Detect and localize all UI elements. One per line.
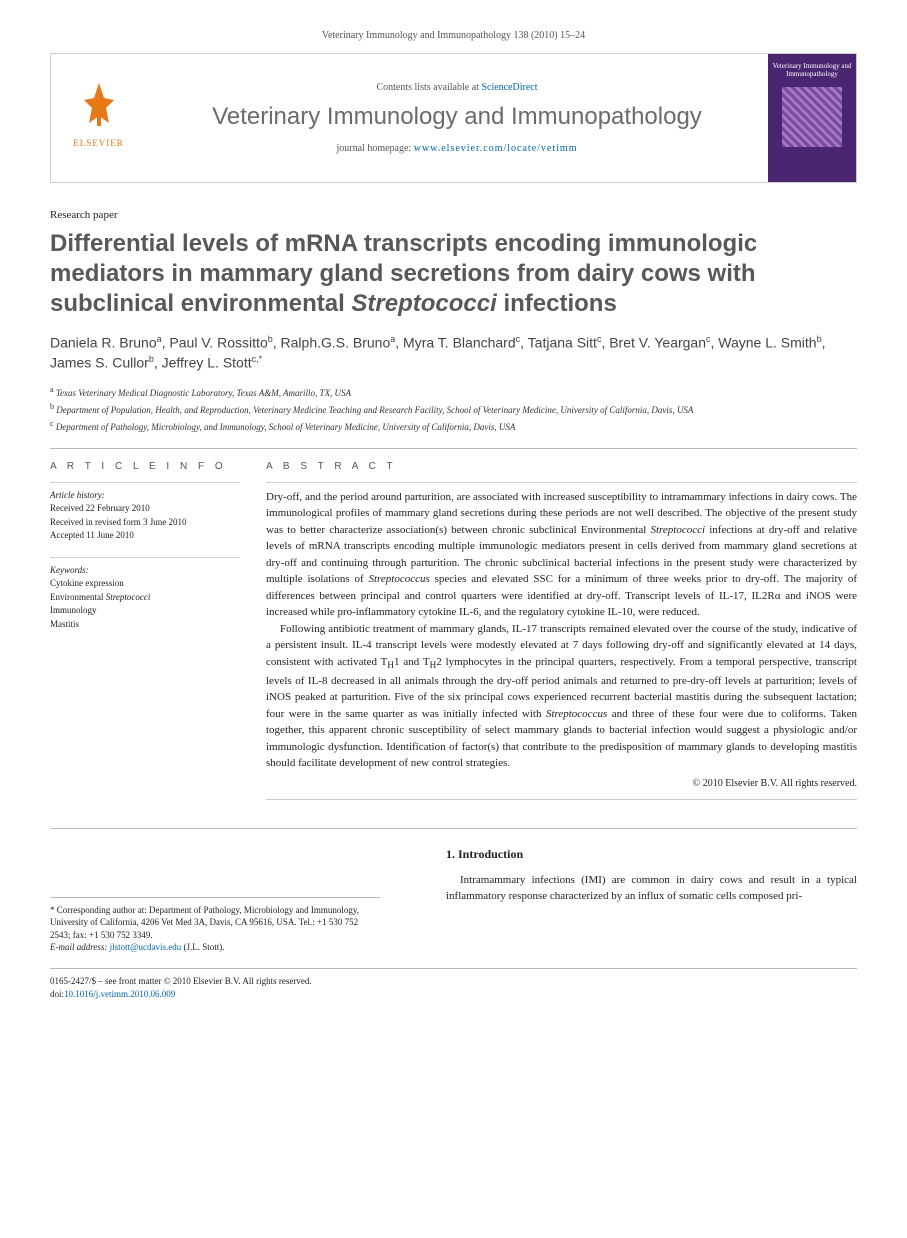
article-title: Differential levels of mRNA transcripts … [50,229,857,319]
keyword-item: Mastitis [50,618,240,632]
contents-prefix: Contents lists available at [376,82,481,93]
keywords-block: Keywords: Cytokine expressionEnvironment… [50,564,240,632]
intro-left-col: * Corresponding author at: Department of… [50,847,420,954]
header-citation: Veterinary Immunology and Immunopatholog… [50,30,857,41]
history-label: Article history: [50,489,240,503]
copyright: © 2010 Elsevier B.V. All rights reserved… [266,778,857,789]
article-info-col: A R T I C L E I N F O Article history: R… [50,461,240,806]
corr-text: Corresponding author at: Department of P… [50,905,359,940]
affiliations: a Texas Veterinary Medical Diagnostic La… [50,384,857,434]
journal-name: Veterinary Immunology and Immunopatholog… [156,103,758,131]
journal-cover: Veterinary Immunology and Immunopatholog… [768,54,856,182]
history-item: Received in revised form 3 June 2010 [50,516,240,530]
sciencedirect-link[interactable]: ScienceDirect [481,82,537,93]
cover-title: Veterinary Immunology and Immunopatholog… [772,62,852,79]
intro-row: * Corresponding author at: Department of… [50,847,857,954]
keyword-item: Cytokine expression [50,577,240,591]
elsevier-name: ELSEVIER [73,138,124,148]
contents-line: Contents lists available at ScienceDirec… [156,82,758,93]
intro-heading: 1. Introduction [446,847,857,862]
authors-line: Daniela R. Brunoa, Paul V. Rossittob, Ra… [50,333,857,374]
elsevier-logo: ELSEVIER [64,78,134,158]
article-history: Article history: Received 22 February 20… [50,489,240,543]
corr-email-who: (J.L. Stott). [183,942,224,952]
article-type: Research paper [50,209,857,221]
abstract-text: Dry-off, and the period around parturiti… [266,489,857,772]
banner-center: Contents lists available at ScienceDirec… [146,54,768,182]
email-label: E-mail address: [50,942,107,952]
journal-homepage-link[interactable]: www.elsevier.com/locate/vetimm [414,143,578,154]
footer-line1: 0165-2427/$ – see front matter © 2010 El… [50,975,857,988]
intro-paragraph: Intramammary infections (IMI) are common… [446,872,857,905]
history-item: Received 22 February 2010 [50,502,240,516]
homepage-prefix: journal homepage: [337,143,414,154]
corr-star: * [50,905,55,915]
keyword-item: Environmental Streptococci [50,591,240,605]
intro-right-col: 1. Introduction Intramammary infections … [446,847,857,954]
keywords-label: Keywords: [50,564,240,578]
publisher-logo-cell: ELSEVIER [51,54,146,182]
divider [50,448,857,449]
cover-art-icon [782,87,842,147]
doi-label: doi: [50,989,64,999]
abstract-head: A B S T R A C T [266,461,857,472]
page-footer: 0165-2427/$ – see front matter © 2010 El… [50,968,857,1000]
doi-link[interactable]: 10.1016/j.vetimm.2010.06.009 [64,989,175,999]
homepage-line: journal homepage: www.elsevier.com/locat… [156,143,758,154]
abstract-col: A B S T R A C T Dry-off, and the period … [266,461,857,806]
corresponding-author-note: * Corresponding author at: Department of… [50,897,380,954]
journal-banner: ELSEVIER Contents lists available at Sci… [50,53,857,183]
info-abstract-row: A R T I C L E I N F O Article history: R… [50,461,857,806]
divider [50,828,857,829]
elsevier-tree-icon [74,78,124,135]
corr-email-link[interactable]: jlstott@ucdavis.edu [110,942,182,952]
history-item: Accepted 11 June 2010 [50,529,240,543]
keyword-item: Immunology [50,604,240,618]
article-info-head: A R T I C L E I N F O [50,461,240,472]
